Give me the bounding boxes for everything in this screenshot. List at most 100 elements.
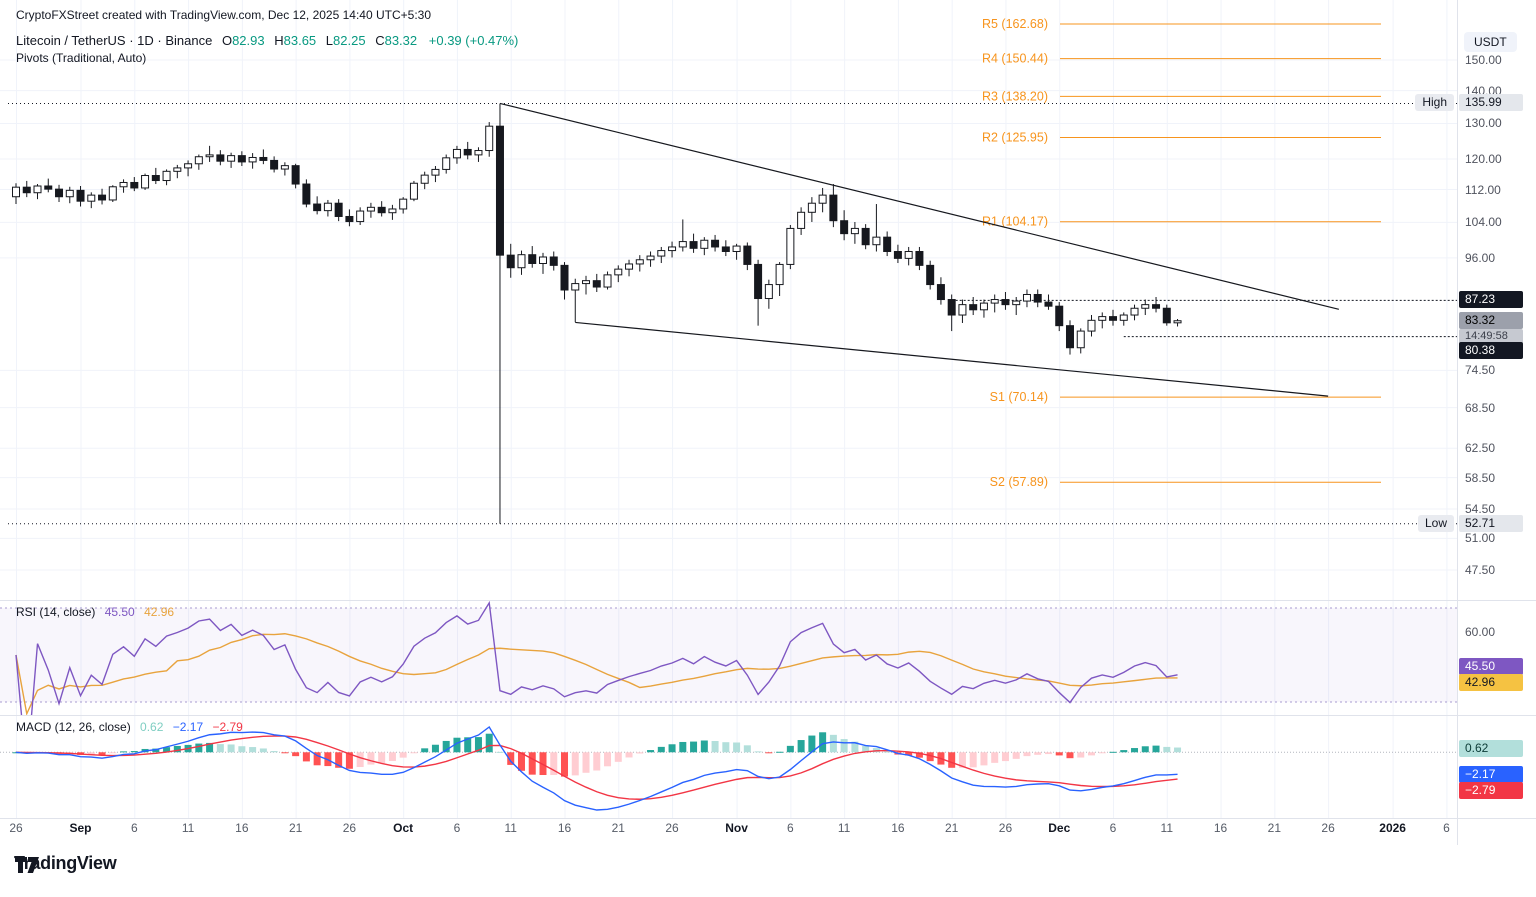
rsi-ma-line[interactable] [15, 633, 1178, 715]
candle[interactable] [1173, 318, 1182, 327]
candle[interactable] [22, 180, 31, 198]
rsi-line[interactable] [15, 601, 1178, 773]
candle[interactable] [442, 154, 451, 174]
candle[interactable] [463, 141, 472, 160]
candle[interactable] [485, 122, 494, 157]
candle[interactable] [356, 207, 365, 225]
candle[interactable] [754, 259, 763, 326]
candle[interactable] [1130, 304, 1139, 321]
candle[interactable] [625, 259, 634, 277]
rsi-legend[interactable]: RSI (14, close) 45.50 42.96 [16, 605, 174, 619]
candle[interactable] [528, 246, 537, 268]
candle[interactable] [506, 243, 515, 278]
candle[interactable] [452, 145, 461, 164]
candlestick-series[interactable] [12, 103, 1182, 524]
candle[interactable] [151, 167, 160, 185]
candle[interactable] [1119, 312, 1128, 326]
pivot-levels[interactable]: R5 (162.68) R4 (150.44) R3 (138.20) R2 (125… [982, 17, 1381, 489]
tradingview-logo[interactable]: TradingView [14, 853, 117, 874]
candle[interactable] [33, 184, 42, 200]
candle[interactable] [280, 162, 289, 176]
candle[interactable] [98, 188, 107, 205]
candle[interactable] [926, 260, 935, 290]
candle[interactable] [635, 255, 644, 272]
candle[interactable] [979, 299, 988, 318]
candle[interactable] [538, 252, 547, 274]
candle[interactable] [216, 150, 225, 166]
candle[interactable] [646, 251, 655, 267]
macd-signal-line[interactable] [15, 735, 1178, 800]
candle[interactable] [388, 204, 397, 220]
candle[interactable] [119, 179, 128, 193]
candle[interactable] [205, 145, 214, 162]
candle[interactable] [431, 166, 440, 183]
candle[interactable] [474, 147, 483, 162]
candle[interactable] [130, 177, 139, 192]
candle[interactable] [1098, 312, 1107, 329]
candle[interactable] [807, 197, 816, 222]
candle[interactable] [786, 224, 795, 270]
candle[interactable] [334, 199, 343, 222]
macd-histogram[interactable] [12, 732, 1182, 777]
candle[interactable] [721, 240, 730, 257]
candle[interactable] [323, 199, 332, 217]
candle[interactable] [571, 278, 580, 323]
candle[interactable] [582, 275, 591, 295]
candle[interactable] [76, 185, 85, 207]
candle[interactable] [65, 186, 74, 204]
candle[interactable] [517, 250, 526, 275]
candle[interactable] [614, 265, 623, 283]
candle[interactable] [194, 154, 203, 170]
candle[interactable] [1162, 304, 1171, 326]
candle[interactable] [108, 185, 117, 202]
candle[interactable] [420, 171, 429, 190]
candle[interactable] [1141, 299, 1150, 316]
candle[interactable] [883, 231, 892, 257]
candle[interactable] [818, 187, 827, 213]
candle[interactable] [399, 197, 408, 214]
candle[interactable] [173, 164, 182, 179]
candle[interactable] [936, 277, 945, 305]
candle[interactable] [958, 299, 967, 323]
candle[interactable] [1109, 309, 1118, 326]
candle[interactable] [270, 156, 279, 173]
candle[interactable] [1033, 289, 1042, 308]
candle[interactable] [313, 196, 322, 215]
candle[interactable] [1022, 289, 1031, 308]
quote-currency-badge[interactable]: USDT [1464, 32, 1517, 52]
candle[interactable] [893, 244, 902, 264]
candle[interactable] [915, 246, 924, 271]
candle[interactable] [248, 153, 257, 169]
candle[interactable] [1044, 294, 1053, 310]
candle[interactable] [969, 297, 978, 316]
candle[interactable] [44, 178, 53, 193]
candle[interactable] [302, 179, 311, 208]
candle[interactable] [495, 103, 504, 524]
candle[interactable] [184, 160, 193, 177]
candle[interactable] [1076, 328, 1085, 354]
candle[interactable] [990, 294, 999, 313]
candle[interactable] [227, 152, 236, 168]
candle[interactable] [12, 183, 20, 205]
candle[interactable] [861, 224, 870, 250]
candle[interactable] [1065, 320, 1074, 355]
candle[interactable] [732, 243, 741, 260]
candle[interactable] [409, 180, 418, 202]
candle[interactable] [549, 251, 558, 271]
candle[interactable] [603, 271, 612, 290]
macd-legend[interactable]: MACD (12, 26, close) 0.62 −2.17 −2.79 [16, 720, 243, 734]
candle[interactable] [668, 241, 677, 258]
candle[interactable] [711, 234, 720, 252]
candle[interactable] [764, 279, 773, 309]
candle[interactable] [872, 204, 881, 252]
candle[interactable] [87, 192, 96, 209]
candle[interactable] [689, 233, 698, 253]
candle[interactable] [55, 184, 64, 202]
candle[interactable] [678, 219, 687, 252]
candle[interactable] [237, 151, 246, 167]
candle[interactable] [700, 237, 709, 256]
candle[interactable] [345, 209, 354, 227]
candle[interactable] [1087, 315, 1096, 337]
trendline[interactable] [575, 321, 1329, 397]
